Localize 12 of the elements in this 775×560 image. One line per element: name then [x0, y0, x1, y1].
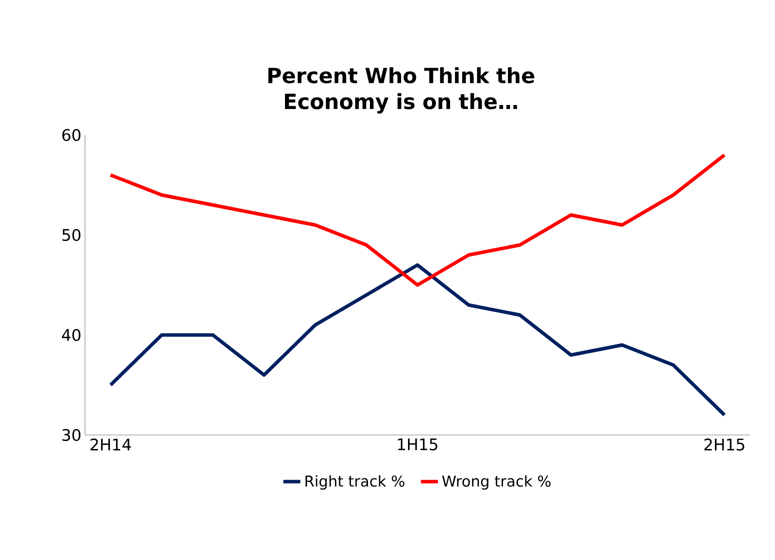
x-tick-label: 2H14 [90, 438, 131, 450]
legend-label: Right track % [306, 475, 404, 490]
x-tick-label: 1H15 [398, 438, 438, 450]
y-tick-label: 30 [62, 428, 80, 442]
y-tick-label: 50 [62, 228, 80, 242]
y-tick-label: 60 [62, 128, 80, 142]
x-tick-label: 2H15 [704, 438, 744, 451]
legend-label: Wrong track % [442, 475, 551, 490]
chart-title: Percent Who Think the Economy is on the… [268, 67, 534, 114]
line-series [108, 263, 726, 417]
line-series [108, 153, 726, 287]
y-tick-label: 40 [62, 328, 80, 342]
